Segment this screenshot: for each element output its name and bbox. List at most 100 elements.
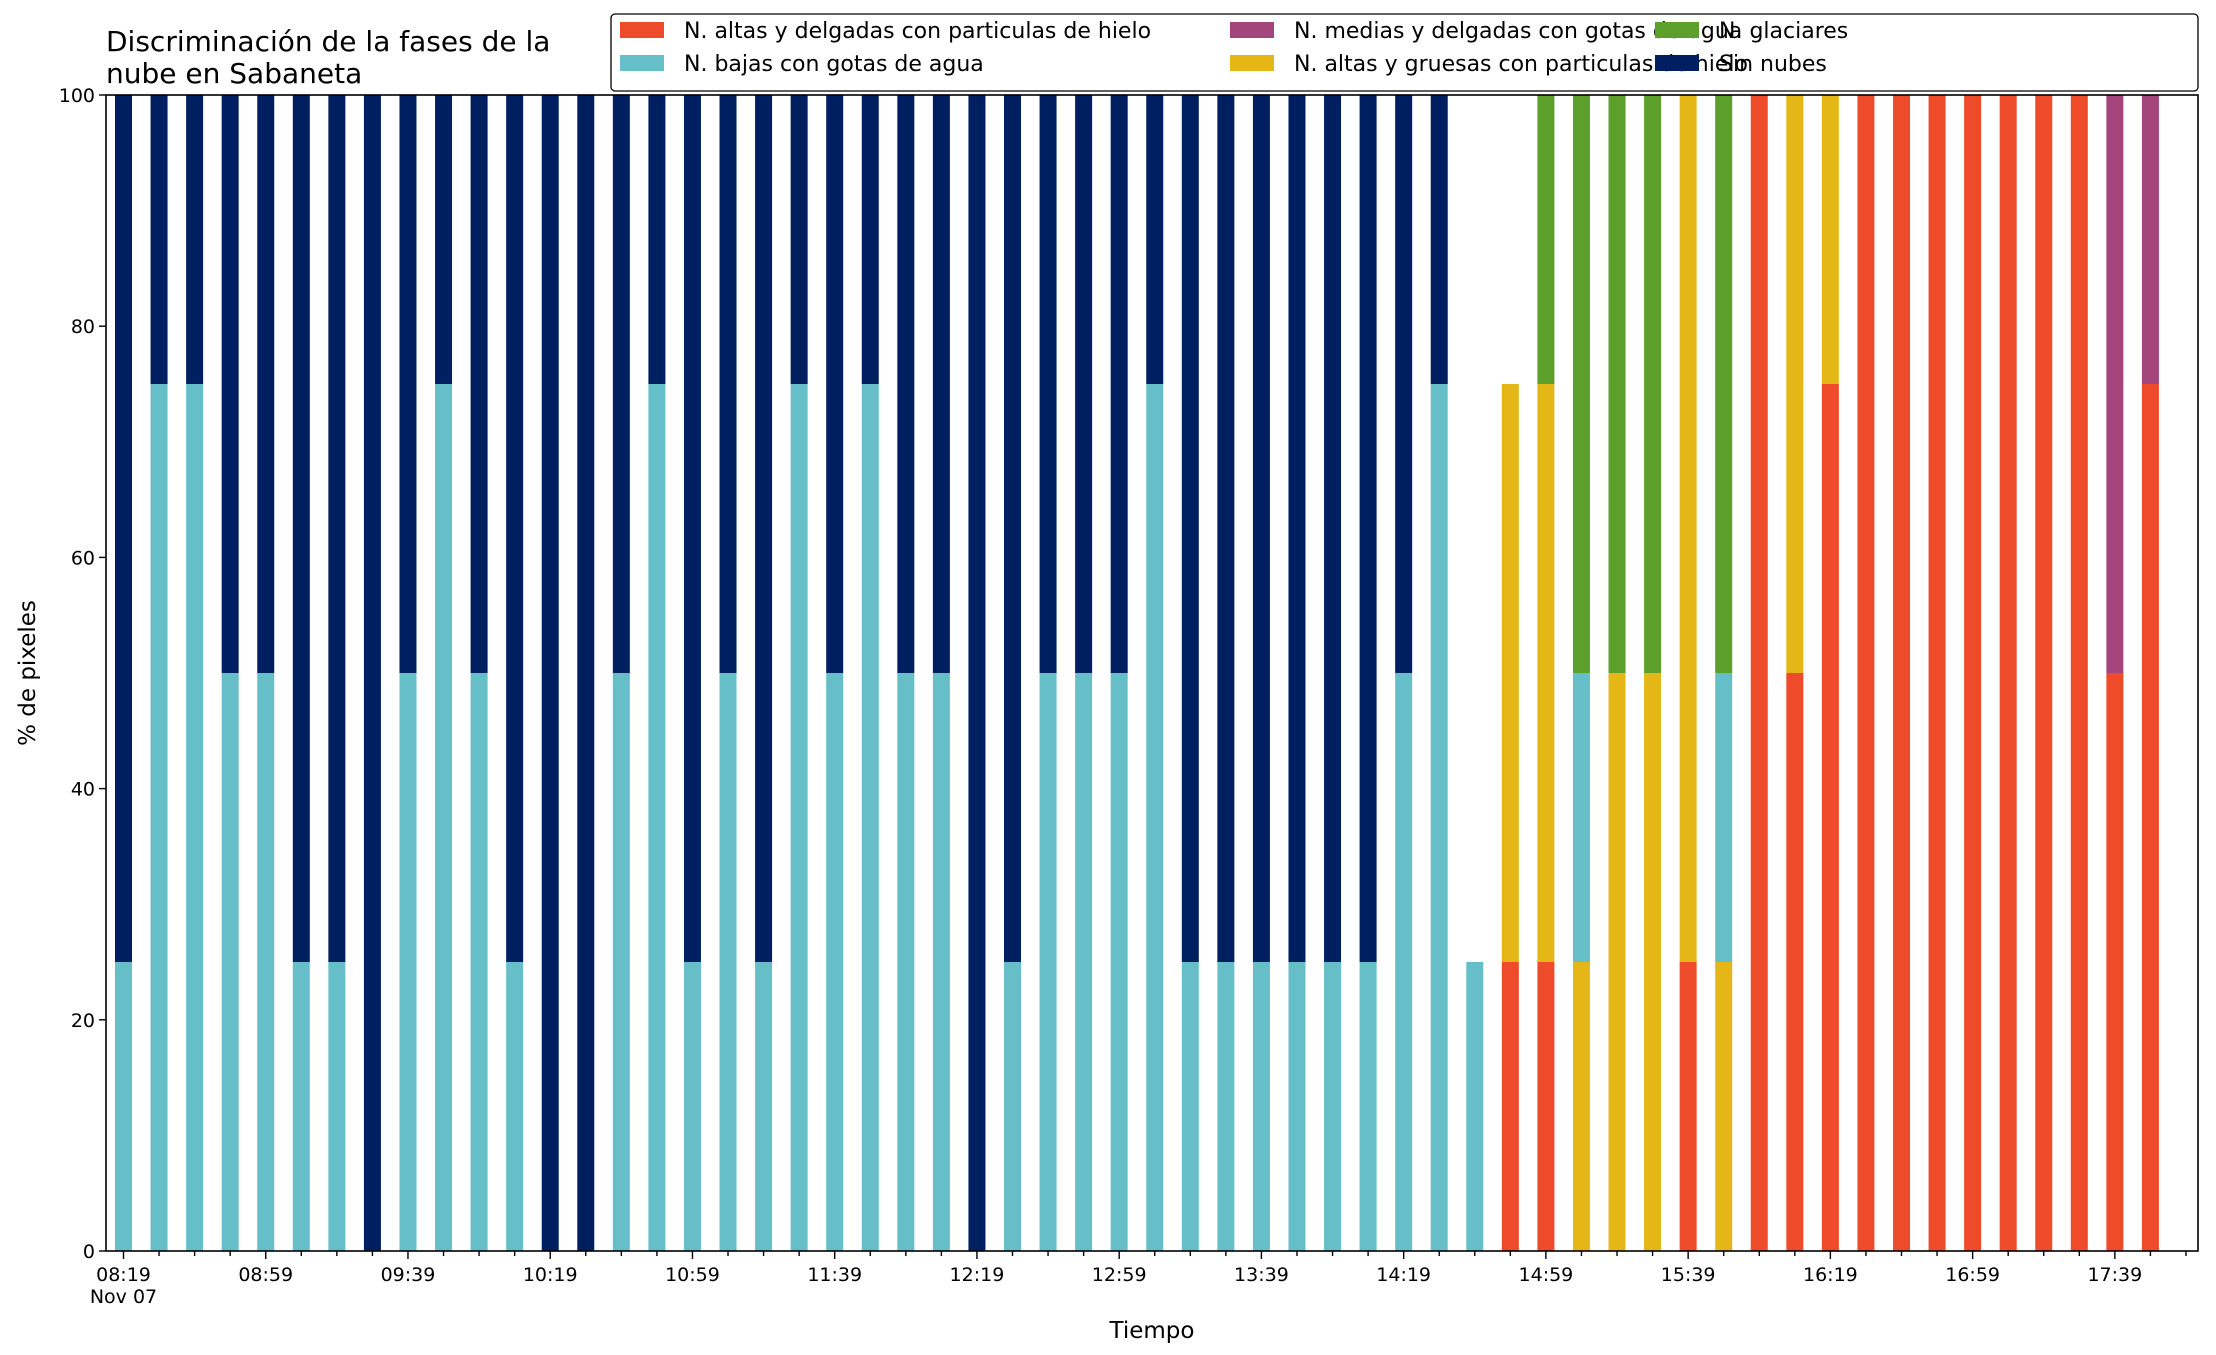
x-tick-label: 09:39	[381, 1264, 436, 1286]
bar-segment-39-0	[1501, 962, 1519, 1251]
bar-segment-23-5	[932, 95, 950, 673]
bar-segment-15-2	[648, 384, 666, 1251]
y-tick-label: 40	[71, 779, 95, 801]
bar-segment-9-5	[435, 95, 453, 384]
x-axis: 08:19 08:59 09:39 10:19 10:59 11:39 12:19 12:59…	[90, 1251, 2187, 1308]
bar-segment-21-2	[861, 384, 879, 1251]
bar-segment-16-2	[683, 962, 701, 1251]
bar-segment-13-5	[577, 95, 595, 1251]
bar-segment-22-2	[897, 673, 915, 1251]
bar-segment-55-0	[2070, 95, 2088, 1251]
legend-swatch	[1655, 55, 1699, 71]
bar-segment-56-4	[2106, 95, 2124, 673]
bar-segment-31-5	[1217, 95, 1235, 962]
x-axis-label: Tiempo	[1109, 1318, 1195, 1344]
y-tick-label: 60	[71, 547, 95, 569]
legend-label: Sin nubes	[1719, 52, 1827, 77]
bar-segment-21-5	[861, 95, 879, 384]
bar-segment-5-2	[292, 962, 310, 1251]
bar-segment-29-5	[1146, 95, 1164, 384]
bar-segment-37-2	[1430, 384, 1448, 1251]
bar-segment-41-3	[1572, 95, 1590, 673]
x-tick-label: 08:19	[96, 1264, 151, 1286]
bar-segment-48-1	[1821, 95, 1839, 384]
bar-segment-36-2	[1395, 673, 1413, 1251]
bar-segment-45-1	[1715, 962, 1733, 1251]
bar-segment-7-5	[363, 95, 381, 1251]
x-tick-label: 11:39	[807, 1264, 862, 1286]
y-tick-label: 20	[71, 1010, 95, 1032]
legend-label: N. glaciares	[1719, 19, 1848, 44]
bar-segment-30-2	[1181, 962, 1199, 1251]
bar-segment-45-3	[1715, 95, 1733, 673]
bar-segment-45-2	[1715, 673, 1733, 962]
bar-segment-14-2	[612, 673, 630, 1251]
bar-segment-38-2	[1466, 962, 1484, 1251]
y-tick-label: 0	[83, 1241, 95, 1263]
bar-segment-28-2	[1110, 673, 1128, 1251]
bar-segment-20-5	[826, 95, 844, 673]
bar-segment-54-0	[2035, 95, 2053, 1251]
chart-title-line-1: Discriminación de la fases de la	[106, 25, 550, 58]
bar-segment-25-2	[1004, 962, 1021, 1251]
bar-segment-40-3	[1537, 95, 1555, 384]
x-tick-label: 10:59	[665, 1264, 720, 1286]
bar-segment-24-5	[968, 95, 986, 1251]
bar-segment-2-2	[186, 384, 204, 1251]
x-tick-label: 12:19	[950, 1264, 1005, 1286]
bar-segment-3-5	[221, 95, 239, 673]
bar-segment-23-2	[932, 673, 950, 1251]
bars-layer	[115, 95, 2159, 1251]
bar-segment-6-2	[328, 962, 346, 1251]
x-tick-label: 14:59	[1519, 1264, 1574, 1286]
legend-swatch	[620, 22, 664, 38]
y-axis-label: % de pixeles	[15, 600, 41, 746]
bar-segment-39-1	[1501, 384, 1519, 962]
bar-segment-46-0	[1750, 95, 1768, 1251]
bar-segment-20-2	[826, 673, 844, 1251]
plot-frame	[105, 94, 2199, 1252]
legend-swatch	[620, 55, 664, 71]
chart-title: Discriminación de la fases de la nube en…	[106, 25, 550, 90]
bar-segment-5-5	[292, 95, 310, 962]
bar-segment-6-5	[328, 95, 346, 962]
bar-segment-44-0	[1679, 962, 1697, 1251]
bar-segment-0-2	[115, 962, 132, 1251]
x-tick-label: 14:19	[1376, 1264, 1431, 1286]
legend-swatch	[1230, 22, 1274, 38]
chart-title-line-2: nube en Sabaneta	[106, 57, 362, 90]
bar-segment-16-5	[683, 95, 701, 962]
bar-segment-35-5	[1359, 95, 1377, 962]
x-tick-label: 17:39	[2087, 1264, 2142, 1286]
bar-segment-41-2	[1572, 673, 1590, 962]
bar-segment-41-1	[1572, 962, 1590, 1251]
bar-segment-40-0	[1537, 962, 1555, 1251]
bar-segment-33-2	[1288, 962, 1306, 1251]
bar-segment-8-2	[399, 673, 417, 1251]
bar-segment-12-5	[541, 95, 559, 1251]
bar-segment-10-5	[470, 95, 488, 673]
bar-segment-53-0	[1999, 95, 2017, 1251]
bar-segment-4-5	[257, 95, 275, 673]
bar-segment-2-5	[186, 95, 204, 384]
bar-segment-48-0	[1821, 384, 1839, 1251]
legend: N. altas y delgadas con particulas de hi…	[610, 13, 2199, 92]
bar-segment-19-5	[790, 95, 808, 384]
bar-segment-11-2	[506, 962, 524, 1251]
bar-segment-47-0	[1786, 673, 1804, 1251]
bar-segment-49-0	[1857, 95, 1875, 1251]
bar-segment-3-2	[221, 673, 239, 1251]
bar-segment-34-2	[1324, 962, 1342, 1251]
bar-segment-30-5	[1181, 95, 1199, 962]
bar-segment-52-0	[1964, 95, 1982, 1251]
bar-segment-31-2	[1217, 962, 1235, 1251]
bar-segment-33-5	[1288, 95, 1306, 962]
y-tick-label: 100	[59, 85, 95, 107]
bar-segment-57-4	[2141, 95, 2159, 384]
bar-segment-26-5	[1039, 95, 1057, 673]
bar-segment-27-5	[1075, 95, 1093, 673]
bar-segment-42-3	[1608, 95, 1626, 673]
x-tick-label: 12:59	[1092, 1264, 1147, 1286]
bar-segment-37-5	[1430, 95, 1448, 384]
